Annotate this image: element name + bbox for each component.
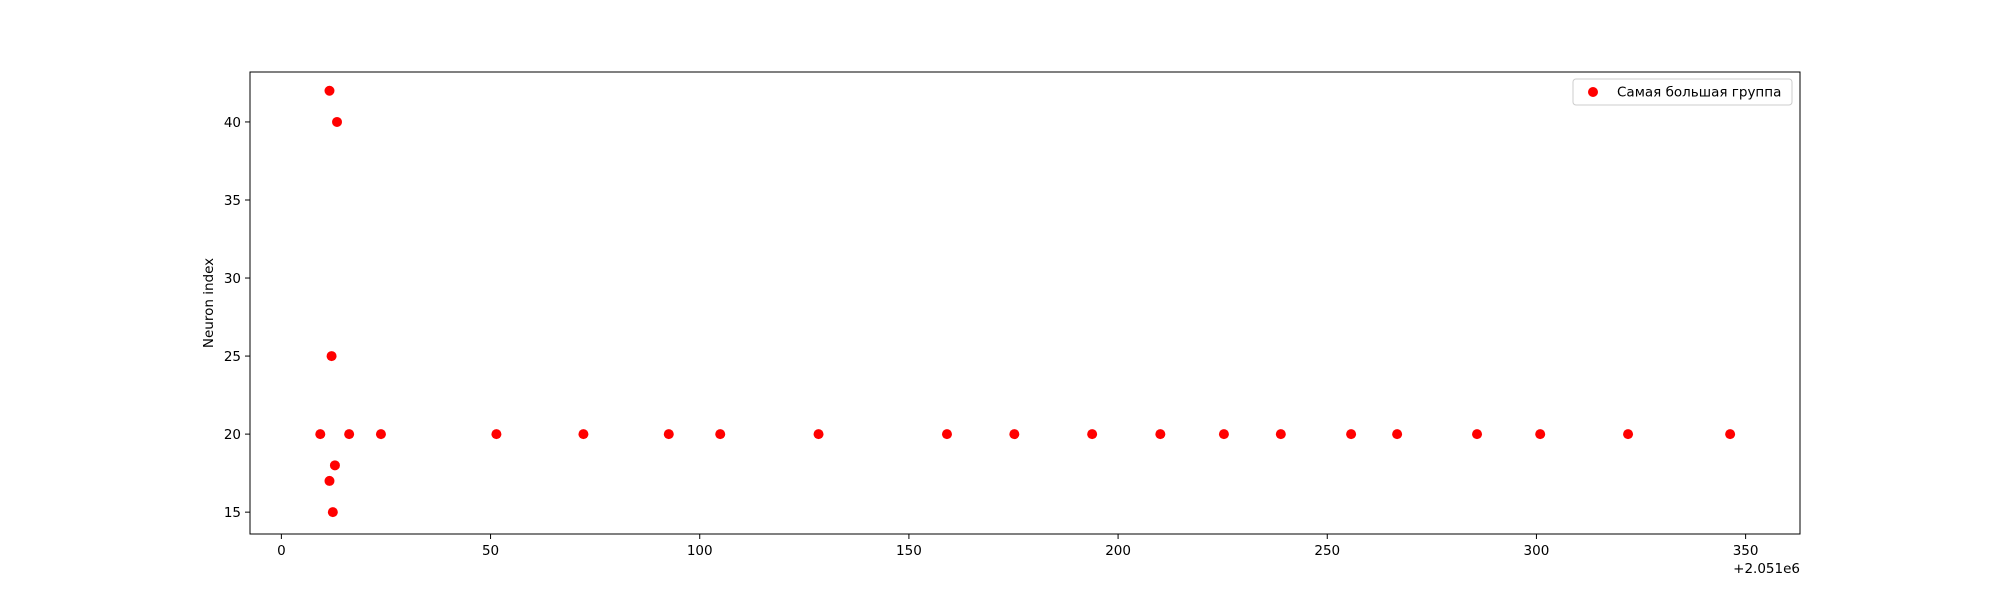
x-tick-label: 200: [1105, 543, 1131, 559]
data-point: [1346, 429, 1357, 440]
legend-marker: [1588, 87, 1598, 97]
data-point: [315, 429, 326, 440]
legend: Самая большая группа: [1572, 78, 1793, 106]
x-tick-label: 300: [1524, 543, 1550, 559]
data-point: [1155, 429, 1166, 440]
legend-box: [1572, 78, 1793, 106]
data-point: [324, 475, 335, 486]
data-point: [1725, 429, 1736, 440]
data-points: [315, 85, 1736, 518]
data-point: [329, 460, 340, 471]
data-point: [324, 85, 335, 96]
data-point: [1218, 429, 1229, 440]
data-point: [1009, 429, 1020, 440]
y-tick-label: 20: [224, 427, 241, 443]
x-tick-label: 0: [277, 543, 286, 559]
data-point: [1472, 429, 1483, 440]
data-point: [1087, 429, 1098, 440]
data-point: [1275, 429, 1286, 440]
y-axis-label: Neuron index: [201, 258, 217, 348]
x-tick-label: 350: [1733, 543, 1759, 559]
y-tick-label: 15: [224, 505, 241, 521]
x-tick-label: 100: [687, 543, 713, 559]
x-tick-label: 50: [482, 543, 499, 559]
plot-area: [250, 72, 1800, 534]
data-point: [813, 429, 824, 440]
x-offset-label: +2.051e6: [1733, 561, 1800, 577]
data-point: [1392, 429, 1403, 440]
data-point: [332, 116, 343, 127]
data-point: [1535, 429, 1546, 440]
y-tick-label: 35: [224, 193, 241, 209]
y-tick-label: 30: [224, 271, 241, 287]
data-point: [1623, 429, 1634, 440]
data-point: [327, 507, 338, 518]
data-point: [663, 429, 674, 440]
data-point: [491, 429, 502, 440]
data-point: [578, 429, 589, 440]
plot-frame: [249, 71, 1801, 535]
y-tick-label: 40: [224, 115, 241, 131]
x-tick-label: 250: [1314, 543, 1340, 559]
legend-label: Самая большая группа: [1617, 85, 1781, 101]
data-point: [941, 429, 952, 440]
data-point: [344, 429, 355, 440]
x-tick-label: 150: [896, 543, 922, 559]
axis-ticks: 0 50 100 150 200 250 300 350 15 20 25 30 35 40: [224, 115, 1759, 559]
y-tick-label: 25: [224, 349, 241, 365]
data-point: [326, 351, 337, 362]
data-point: [715, 429, 726, 440]
data-point: [375, 429, 386, 440]
